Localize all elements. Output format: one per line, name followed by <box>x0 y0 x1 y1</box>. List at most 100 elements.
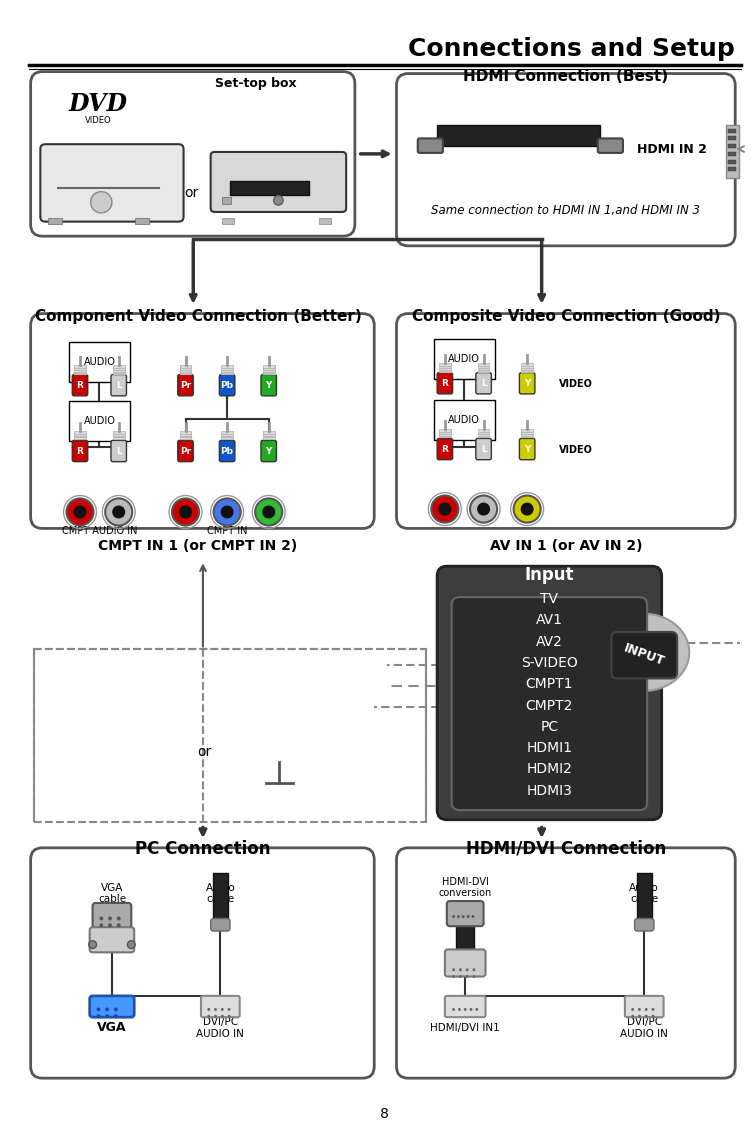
Text: AV1: AV1 <box>536 614 563 628</box>
Text: DVI/PC
AUDIO IN: DVI/PC AUDIO IN <box>621 1017 668 1039</box>
FancyBboxPatch shape <box>396 313 736 528</box>
Bar <box>113 431 125 440</box>
Bar <box>212 873 228 924</box>
Circle shape <box>645 1015 648 1017</box>
FancyBboxPatch shape <box>437 373 453 394</box>
Circle shape <box>67 498 94 526</box>
Text: Audio
cable: Audio cable <box>206 882 235 904</box>
Circle shape <box>213 498 240 526</box>
Text: R: R <box>442 445 448 454</box>
Bar <box>48 218 62 224</box>
FancyBboxPatch shape <box>201 996 240 1017</box>
Circle shape <box>457 916 460 918</box>
Text: HDMI cable: HDMI cable <box>490 159 545 168</box>
Circle shape <box>172 498 199 526</box>
Circle shape <box>439 503 451 514</box>
FancyBboxPatch shape <box>447 901 484 926</box>
Bar <box>439 429 451 439</box>
Text: Audio
cable: Audio cable <box>630 882 659 904</box>
Circle shape <box>222 506 233 518</box>
Circle shape <box>114 1014 118 1018</box>
FancyBboxPatch shape <box>476 439 491 459</box>
Text: Y: Y <box>265 381 272 390</box>
Text: Component Video Connection (Better): Component Video Connection (Better) <box>35 309 361 323</box>
Text: R: R <box>442 378 448 387</box>
Bar <box>344 703 379 711</box>
Bar <box>87 775 101 780</box>
Text: Y: Y <box>524 378 530 387</box>
Circle shape <box>459 975 462 978</box>
Bar <box>222 365 233 375</box>
Bar <box>222 218 234 224</box>
Circle shape <box>105 498 132 526</box>
FancyBboxPatch shape <box>92 903 132 930</box>
Circle shape <box>478 503 489 514</box>
Text: DVI/PC
AUDIO IN: DVI/PC AUDIO IN <box>197 1017 244 1039</box>
Circle shape <box>207 1008 210 1010</box>
Text: L: L <box>116 381 122 390</box>
Bar <box>726 125 739 178</box>
FancyBboxPatch shape <box>178 440 194 462</box>
Bar <box>729 167 736 171</box>
Text: DVD: DVD <box>69 91 128 115</box>
Circle shape <box>472 968 476 972</box>
Bar <box>729 144 736 149</box>
Text: L: L <box>116 447 122 456</box>
Circle shape <box>221 1015 224 1017</box>
Circle shape <box>466 916 469 918</box>
FancyBboxPatch shape <box>111 375 126 395</box>
Bar <box>156 775 170 780</box>
Bar <box>242 697 318 754</box>
Circle shape <box>116 924 121 927</box>
Circle shape <box>180 506 191 518</box>
Bar <box>437 125 600 146</box>
Bar <box>478 363 489 373</box>
Bar <box>729 129 736 133</box>
Circle shape <box>476 1008 479 1010</box>
Circle shape <box>645 1008 648 1010</box>
Text: AV2: AV2 <box>536 634 562 649</box>
Text: Pb: Pb <box>221 381 234 390</box>
Text: Input: Input <box>525 566 574 584</box>
Circle shape <box>631 1008 634 1010</box>
FancyBboxPatch shape <box>178 375 194 395</box>
FancyBboxPatch shape <box>111 440 126 462</box>
Text: CMPT2: CMPT2 <box>525 698 573 712</box>
Bar <box>33 649 426 822</box>
FancyBboxPatch shape <box>90 996 135 1017</box>
Text: HDMI/DVI IN1: HDMI/DVI IN1 <box>430 1023 500 1033</box>
Text: Pr: Pr <box>180 381 191 390</box>
Circle shape <box>472 916 475 918</box>
Bar <box>263 431 274 440</box>
Text: Same connection to HDMI IN 1,and HDMI IN 3: Same connection to HDMI IN 1,and HDMI IN… <box>432 203 700 216</box>
FancyBboxPatch shape <box>31 848 374 1078</box>
FancyBboxPatch shape <box>437 439 453 459</box>
FancyBboxPatch shape <box>31 72 355 237</box>
Circle shape <box>91 192 112 213</box>
Text: VGA
cable: VGA cable <box>98 882 126 904</box>
FancyBboxPatch shape <box>219 375 235 395</box>
Bar <box>113 365 125 375</box>
Circle shape <box>214 1008 217 1010</box>
Bar <box>135 218 149 224</box>
FancyBboxPatch shape <box>261 375 277 395</box>
Bar <box>75 697 171 766</box>
Bar <box>344 717 379 724</box>
Text: 8: 8 <box>380 1106 389 1121</box>
Circle shape <box>274 195 284 206</box>
Circle shape <box>263 506 274 518</box>
Bar <box>319 218 330 224</box>
Circle shape <box>207 1015 210 1017</box>
Circle shape <box>452 1008 455 1010</box>
Circle shape <box>638 1008 641 1010</box>
Text: VGA: VGA <box>98 1022 127 1034</box>
Circle shape <box>638 1015 641 1017</box>
Text: HDMI/DVI Connection: HDMI/DVI Connection <box>466 840 666 857</box>
Text: CMPT AUDIO IN: CMPT AUDIO IN <box>62 526 137 536</box>
Text: CMPT IN 1 (or CMPT IN 2): CMPT IN 1 (or CMPT IN 2) <box>98 538 298 553</box>
Bar <box>729 160 736 163</box>
FancyBboxPatch shape <box>634 919 654 932</box>
FancyBboxPatch shape <box>519 439 535 459</box>
FancyBboxPatch shape <box>445 996 485 1017</box>
Circle shape <box>432 496 458 522</box>
